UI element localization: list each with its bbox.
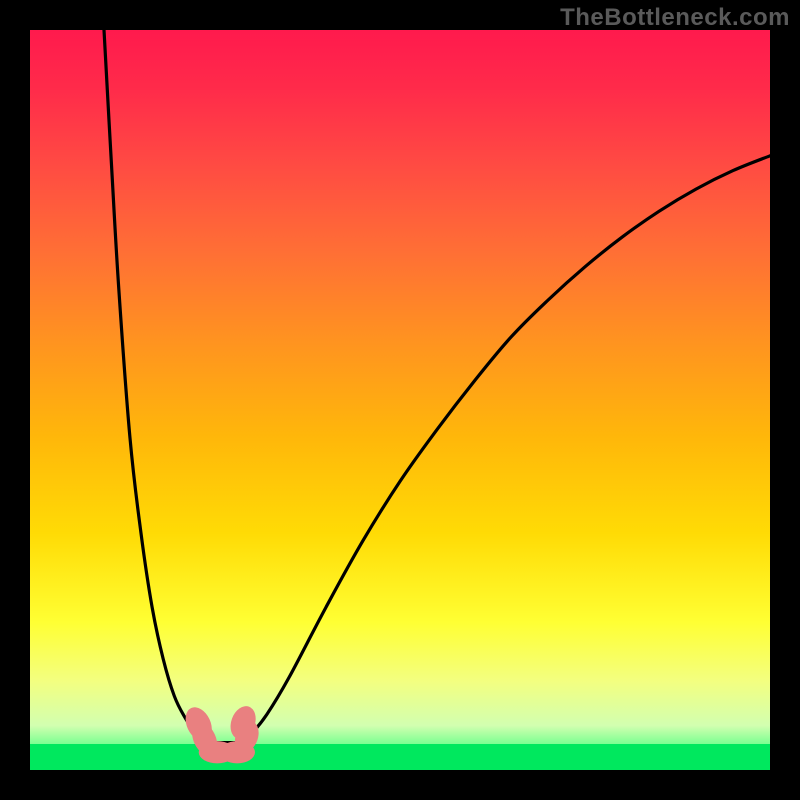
plot-area xyxy=(30,30,770,770)
curve-layer xyxy=(30,30,770,770)
chart-canvas: TheBottleneck.com xyxy=(0,0,800,800)
curve-left-branch xyxy=(104,30,208,743)
curve-right-branch xyxy=(241,156,770,743)
curve-markers xyxy=(180,703,262,764)
watermark-text: TheBottleneck.com xyxy=(560,4,790,32)
marker-blob xyxy=(219,741,255,763)
